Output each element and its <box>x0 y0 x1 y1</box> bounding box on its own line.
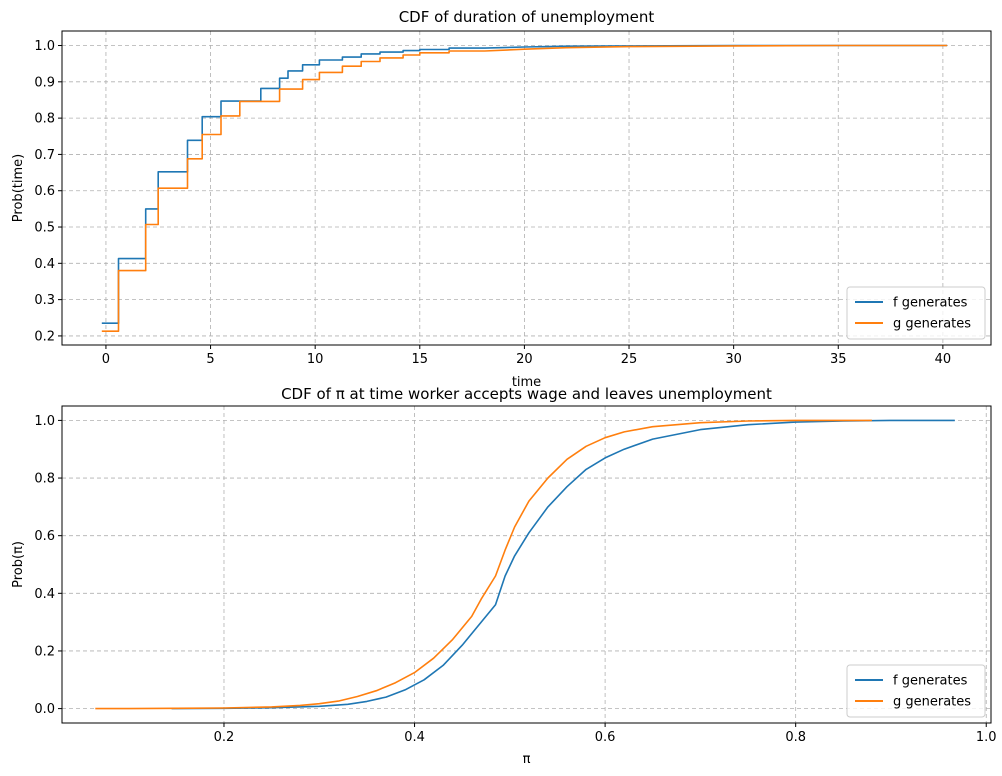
grid <box>62 31 991 345</box>
axes-frame <box>61 30 992 346</box>
ticks: 0.2 0.4 0.6 0.8 1.0 0.0 0.2 0.4 0.6 0.8 1.0 <box>34 414 996 745</box>
y-tick-label: 1.0 <box>34 414 55 429</box>
y-axis-label: Prob(time) <box>11 154 26 222</box>
series-line-g <box>101 44 948 333</box>
y-tick-label: 0.9 <box>34 75 55 90</box>
legend-label-g: g generates <box>893 317 971 332</box>
y-axis-label: Prob(π) <box>11 541 26 588</box>
series-line-g <box>95 419 872 710</box>
y-tick-label: 0.0 <box>34 702 55 717</box>
x-axis-label: time <box>512 375 541 390</box>
chart-title: CDF of π at time worker accepts wage and… <box>281 385 772 403</box>
y-tick-label: 0.7 <box>34 148 55 163</box>
chart-title: CDF of duration of unemployment <box>399 8 655 26</box>
series-group <box>101 44 948 333</box>
legend-box <box>846 664 986 718</box>
x-tick-label: 25 <box>621 352 638 367</box>
y-tick-label: 0.6 <box>34 529 55 544</box>
series-line-f <box>171 419 955 710</box>
legend-label-f: f generates <box>893 674 968 689</box>
x-tick-label: 5 <box>206 352 214 367</box>
axes-frame <box>61 405 992 724</box>
y-tick-label: 0.6 <box>34 184 55 199</box>
y-tick-label: 1.0 <box>34 39 55 54</box>
legend: f generates g generates <box>846 286 986 340</box>
series-line-f <box>101 44 948 325</box>
x-tick-label: 15 <box>412 352 429 367</box>
y-tick-label: 0.4 <box>34 587 55 602</box>
series-group <box>95 419 955 710</box>
y-tick-label: 0.8 <box>34 472 55 487</box>
y-tick-label: 0.2 <box>34 644 55 659</box>
x-tick-label: 0.2 <box>214 730 235 745</box>
legend-label-g: g generates <box>893 695 971 710</box>
x-axis-label: π <box>523 752 531 767</box>
chart-pi: CDF of π at time worker accepts wage and… <box>11 385 997 767</box>
legend-box <box>846 286 986 340</box>
y-tick-label: 0.4 <box>34 257 55 272</box>
x-tick-label: 0.6 <box>595 730 616 745</box>
y-tick-label: 0.2 <box>34 329 55 344</box>
legend-label-f: f generates <box>893 296 968 311</box>
x-tick-label: 0 <box>102 352 110 367</box>
x-tick-label: 30 <box>725 352 742 367</box>
x-tick-label: 0.4 <box>404 730 425 745</box>
y-tick-label: 0.5 <box>34 221 55 236</box>
legend: f generates g generates <box>846 664 986 718</box>
x-tick-label: 1.0 <box>976 730 997 745</box>
x-tick-label: 20 <box>516 352 533 367</box>
x-tick-label: 10 <box>307 352 324 367</box>
chart-duration: CDF of duration of unemployment 0 5 10 15 20… <box>11 8 992 390</box>
y-tick-label: 0.8 <box>34 112 55 127</box>
ticks: 0 5 10 15 20 25 30 35 40 0.2 0.3 0.4 0.5 0.6 0.7 0.8 0.9… <box>34 39 951 367</box>
y-tick-label: 0.3 <box>34 293 55 308</box>
x-tick-label: 0.8 <box>785 730 806 745</box>
x-tick-label: 35 <box>830 352 847 367</box>
x-tick-label: 40 <box>935 352 952 367</box>
